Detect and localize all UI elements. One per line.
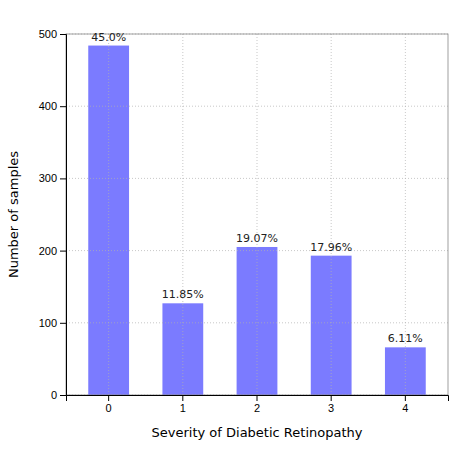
- grid: [66, 34, 448, 395]
- tick-label: 0: [106, 402, 112, 414]
- y-tick: 200: [39, 245, 66, 257]
- x-tick: 2: [254, 395, 260, 414]
- y-tick: 100: [39, 317, 66, 329]
- annotation: 6.11%: [388, 332, 423, 345]
- tick-mark: [60, 34, 66, 35]
- annotation: 17.96%: [310, 241, 352, 254]
- tick-label: 3: [328, 402, 334, 414]
- tick-label: 500: [39, 28, 57, 40]
- bar: [237, 247, 278, 395]
- tick-mark: [60, 251, 66, 252]
- y-axis: 0 100 200 300 400 500: [39, 28, 67, 401]
- annotation: 11.85%: [162, 288, 204, 301]
- y-tick: 0: [51, 389, 66, 401]
- chart-svg: 0 1 2 3 4 0 100 200 300 400 500 45.0% 11.85% 19.07% 17…: [0, 0, 468, 451]
- tick-mark: [60, 323, 66, 324]
- x-tick: 3: [328, 395, 334, 414]
- axis-domain: [67, 396, 449, 402]
- bar: [385, 347, 426, 395]
- tick-mark: [60, 106, 66, 107]
- grid-line-x: [257, 34, 258, 395]
- annotation: 45.0%: [91, 31, 126, 44]
- tick-label: 300: [39, 172, 57, 184]
- tick-mark: [108, 395, 109, 401]
- tick-mark: [60, 178, 66, 179]
- tick-mark: [257, 395, 258, 401]
- x-tick: 4: [402, 395, 408, 414]
- grid-line-x: [331, 34, 332, 395]
- annotation: 19.07%: [236, 232, 278, 245]
- y-tick: 400: [39, 100, 66, 112]
- annotations: 45.0% 11.85% 19.07% 17.96% 6.11%: [91, 31, 423, 346]
- tick-mark: [60, 395, 66, 396]
- plot-area: 0 1 2 3 4 0 100 200 300 400 500 45.0% 11.85% 19.07% 17…: [39, 28, 449, 414]
- tick-mark: [405, 395, 406, 401]
- x-axis: 0 1 2 3 4: [67, 395, 449, 414]
- tick-label: 4: [402, 402, 408, 414]
- x-tick: 1: [180, 395, 186, 414]
- grid-line-x: [108, 34, 109, 395]
- tick-mark: [331, 395, 332, 401]
- x-tick: 0: [106, 395, 112, 414]
- tick-label: 1: [180, 402, 186, 414]
- y-tick: 300: [39, 172, 66, 184]
- y-tick: 500: [39, 28, 66, 40]
- y-axis-title: Number of samples: [6, 151, 21, 278]
- tick-label: 2: [254, 402, 260, 414]
- tick-label: 200: [39, 245, 57, 257]
- tick-mark: [182, 395, 183, 401]
- plot-frame: [66, 34, 448, 395]
- axis-domain: [60, 35, 67, 396]
- tick-label: 400: [39, 100, 57, 112]
- tick-label: 100: [39, 317, 57, 329]
- grid-line-x: [182, 34, 183, 395]
- tick-label: 0: [51, 389, 57, 401]
- chart-container: 0 1 2 3 4 0 100 200 300 400 500 45.0% 11.85% 19.07% 17…: [0, 0, 468, 451]
- x-axis-title: Severity of Diabetic Retinopathy: [152, 425, 363, 440]
